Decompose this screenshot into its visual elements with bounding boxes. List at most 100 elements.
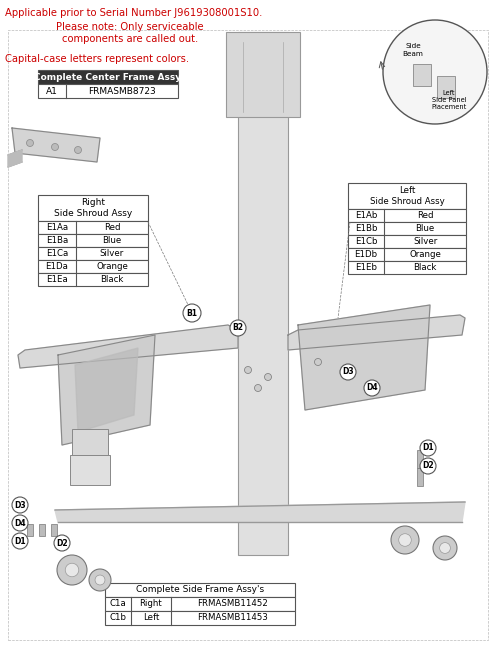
Text: D2: D2: [56, 539, 68, 547]
Circle shape: [391, 526, 419, 554]
FancyBboxPatch shape: [70, 455, 110, 485]
Text: E1Ea: E1Ea: [46, 275, 68, 284]
Circle shape: [420, 440, 436, 456]
Text: D2: D2: [422, 462, 434, 471]
Text: Left
Side Shroud Assy: Left Side Shroud Assy: [370, 185, 444, 206]
Circle shape: [52, 144, 59, 150]
Text: C1a: C1a: [110, 599, 126, 609]
FancyBboxPatch shape: [226, 32, 300, 117]
Text: Applicable prior to Serial Number J9619308001S10.: Applicable prior to Serial Number J96193…: [5, 8, 262, 18]
Circle shape: [12, 515, 28, 531]
Text: D4: D4: [366, 383, 378, 392]
Text: Silver: Silver: [413, 237, 437, 246]
Circle shape: [420, 458, 436, 474]
Text: Right
Side Shroud Assy: Right Side Shroud Assy: [54, 198, 132, 218]
Circle shape: [230, 320, 246, 336]
Text: Capital-case letters represent colors.: Capital-case letters represent colors.: [5, 54, 189, 64]
FancyBboxPatch shape: [39, 524, 45, 536]
Circle shape: [74, 146, 82, 153]
Circle shape: [89, 569, 111, 591]
Text: E1Ca: E1Ca: [46, 249, 68, 258]
FancyBboxPatch shape: [105, 611, 295, 625]
Circle shape: [12, 533, 28, 549]
Text: D3: D3: [342, 368, 354, 377]
FancyBboxPatch shape: [38, 234, 148, 247]
FancyBboxPatch shape: [38, 273, 148, 286]
Text: E1Ba: E1Ba: [46, 236, 68, 245]
Polygon shape: [55, 502, 465, 522]
Text: components are called out.: components are called out.: [62, 34, 198, 44]
FancyBboxPatch shape: [72, 429, 108, 455]
Text: E1Bb: E1Bb: [355, 224, 378, 233]
FancyBboxPatch shape: [417, 450, 423, 468]
Polygon shape: [18, 325, 238, 368]
Text: Orange: Orange: [96, 262, 128, 271]
FancyBboxPatch shape: [238, 32, 288, 555]
FancyBboxPatch shape: [38, 221, 148, 234]
Text: E1Aa: E1Aa: [46, 223, 68, 232]
Text: Black: Black: [414, 263, 436, 272]
Text: Please note: Only serviceable: Please note: Only serviceable: [56, 22, 204, 32]
Text: Side
Beam: Side Beam: [402, 44, 423, 57]
Polygon shape: [8, 150, 22, 167]
Circle shape: [254, 385, 262, 392]
Text: B1: B1: [186, 308, 198, 317]
Text: D1: D1: [422, 443, 434, 453]
FancyBboxPatch shape: [437, 76, 455, 98]
Text: FRMASMB11452: FRMASMB11452: [198, 599, 268, 609]
Circle shape: [364, 380, 380, 396]
FancyBboxPatch shape: [348, 235, 466, 248]
Text: Left
Side Panel
Placement: Left Side Panel Placement: [432, 90, 466, 110]
Circle shape: [65, 564, 79, 577]
FancyBboxPatch shape: [105, 597, 295, 611]
Circle shape: [340, 364, 356, 380]
Text: Red: Red: [417, 211, 433, 220]
Circle shape: [26, 140, 34, 146]
FancyBboxPatch shape: [348, 209, 466, 222]
Text: Red: Red: [104, 223, 120, 232]
Text: Silver: Silver: [100, 249, 124, 258]
Circle shape: [433, 536, 457, 560]
FancyBboxPatch shape: [51, 524, 57, 536]
Text: Complete Center Frame Assy: Complete Center Frame Assy: [34, 72, 182, 82]
Text: A1: A1: [46, 86, 58, 95]
FancyBboxPatch shape: [38, 260, 148, 273]
Polygon shape: [58, 335, 155, 445]
FancyBboxPatch shape: [417, 468, 423, 486]
FancyBboxPatch shape: [38, 84, 178, 98]
FancyBboxPatch shape: [38, 247, 148, 260]
FancyBboxPatch shape: [348, 222, 466, 235]
Text: Blue: Blue: [416, 224, 434, 233]
Text: E1Da: E1Da: [46, 262, 68, 271]
Text: C1b: C1b: [110, 614, 126, 622]
FancyBboxPatch shape: [348, 183, 466, 209]
Text: B2: B2: [232, 323, 243, 332]
Text: Blue: Blue: [102, 236, 122, 245]
Text: Black: Black: [100, 275, 124, 284]
Text: Orange: Orange: [409, 250, 441, 259]
Polygon shape: [75, 348, 138, 432]
Text: E1Eb: E1Eb: [355, 263, 377, 272]
Text: E1Cb: E1Cb: [355, 237, 378, 246]
Text: D1: D1: [14, 537, 26, 545]
Polygon shape: [288, 315, 465, 350]
Circle shape: [183, 304, 201, 322]
FancyBboxPatch shape: [348, 261, 466, 274]
Circle shape: [12, 497, 28, 513]
Text: D3: D3: [14, 500, 26, 509]
Circle shape: [57, 555, 87, 585]
Text: Right: Right: [140, 599, 162, 609]
Circle shape: [54, 535, 70, 551]
FancyBboxPatch shape: [38, 195, 148, 221]
Text: Left: Left: [143, 614, 159, 622]
Circle shape: [264, 374, 272, 381]
Circle shape: [383, 20, 487, 124]
Circle shape: [244, 366, 252, 374]
Text: E1Db: E1Db: [354, 250, 378, 259]
FancyBboxPatch shape: [413, 64, 431, 86]
FancyBboxPatch shape: [348, 248, 466, 261]
Text: FRMASMB8723: FRMASMB8723: [88, 86, 156, 95]
Text: D4: D4: [14, 518, 26, 528]
Circle shape: [398, 534, 411, 547]
Circle shape: [440, 543, 450, 553]
